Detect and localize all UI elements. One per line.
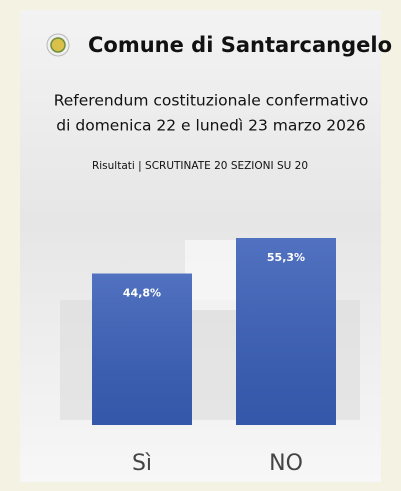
value-label: 44,8% (123, 287, 161, 300)
subtitle: Referendum costituzionale confermativo (54, 92, 369, 110)
value-label: 55,3% (267, 251, 305, 264)
emblem (46, 33, 70, 57)
bar-shade (92, 273, 192, 425)
chart-title: Comune di Santarcangelo (88, 33, 392, 57)
note: Risultati | SCRUTINATE 20 SEZIONI SU 20 (92, 160, 308, 172)
subtitle: di domenica 22 e lunedì 23 marzo 2026 (56, 117, 365, 135)
x-tick-label: Sì (132, 451, 152, 476)
x-tick-label: NO (269, 451, 303, 476)
bar-shade (236, 238, 336, 425)
